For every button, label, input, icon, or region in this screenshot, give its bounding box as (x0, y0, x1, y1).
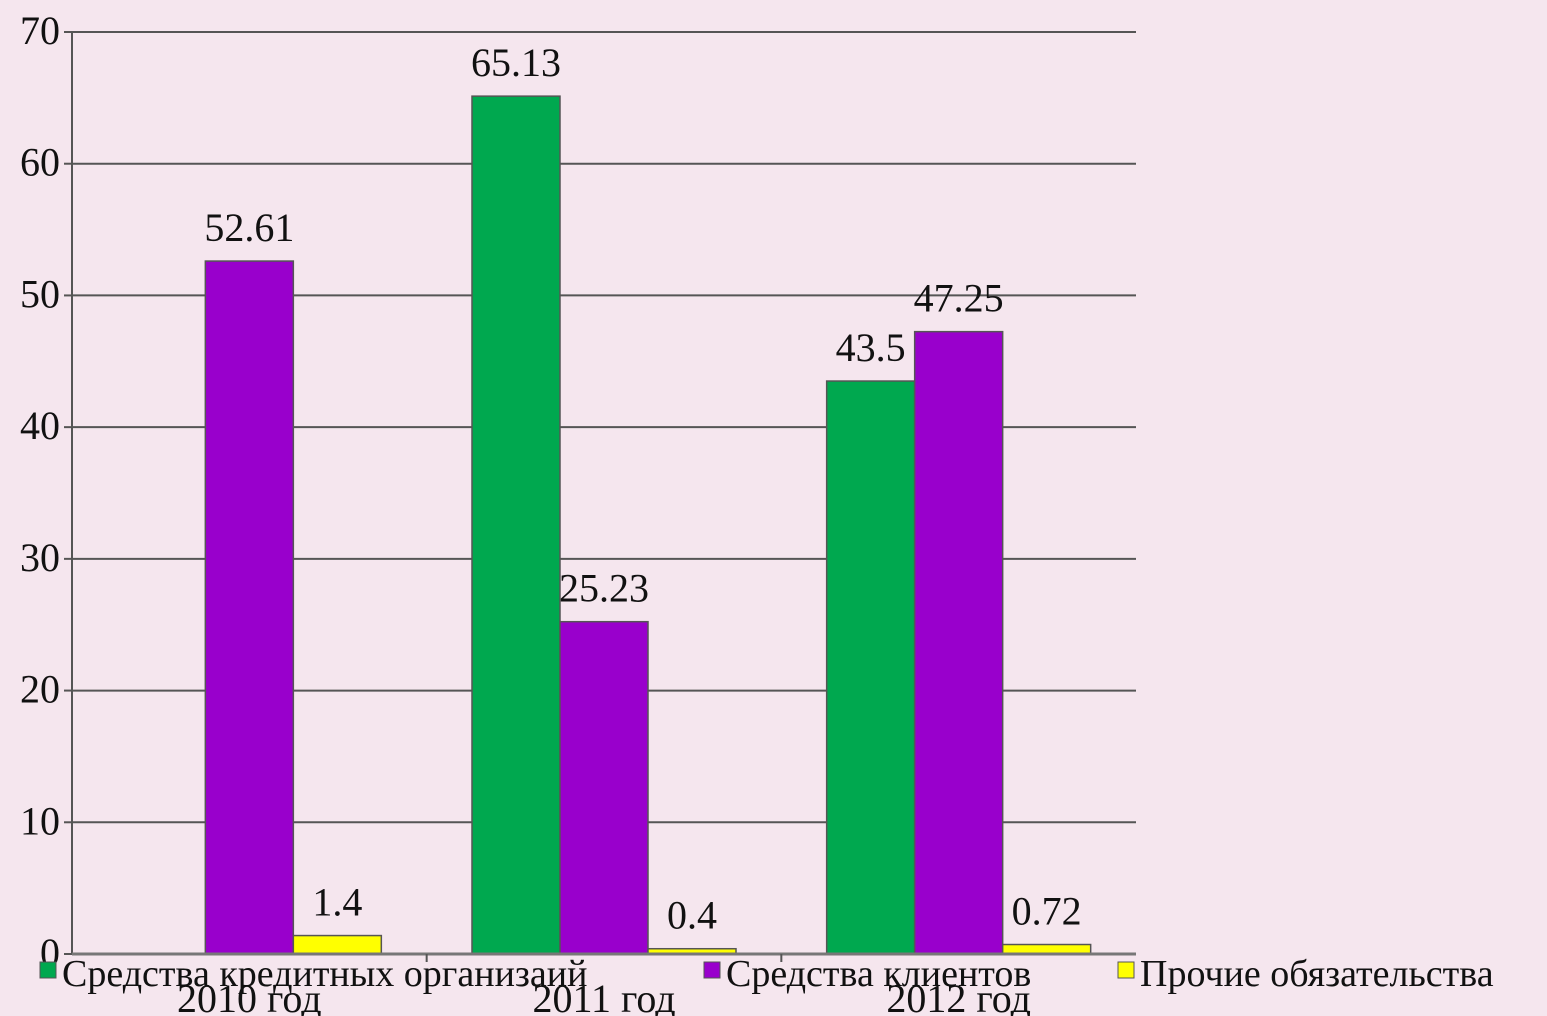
data-label: 1.4 (312, 880, 362, 925)
legend-label: Средства кредитных организаий (62, 953, 587, 995)
y-tick-label: 60 (20, 140, 60, 185)
category-label: 2011 год (532, 976, 675, 1016)
bar (471, 95, 561, 955)
y-tick-label: 50 (20, 271, 60, 316)
y-tick-label: 70 (20, 8, 60, 53)
bar (913, 330, 1004, 955)
data-label: 43.5 (836, 325, 906, 370)
category-label: 2010 год (177, 976, 322, 1016)
data-label: 0.72 (1012, 889, 1082, 934)
bar (825, 380, 916, 955)
bar (292, 934, 383, 955)
y-tick-label: 30 (20, 535, 60, 580)
axes (64, 31, 1136, 962)
y-tick-label: 40 (20, 403, 60, 448)
category-label: 2012 год (886, 976, 1031, 1016)
bar (559, 620, 649, 955)
bar (204, 260, 295, 955)
y-tick-label: 10 (20, 798, 60, 843)
category-labels: 2010 год 2011 год 2012 год (177, 976, 1031, 1016)
data-label: 0.4 (667, 893, 717, 938)
bars (204, 95, 1092, 955)
legend-swatch (39, 961, 57, 979)
legend-swatch (1117, 961, 1135, 979)
legend-swatch (703, 961, 721, 979)
legend: Средства кредитных организаий Средства кл… (39, 953, 1494, 995)
data-label: 65.13 (471, 40, 561, 85)
data-label: 25.23 (559, 566, 649, 611)
data-label: 47.25 (914, 276, 1004, 321)
legend-label: Средства клиентов (726, 953, 1031, 995)
data-label: 52.61 (204, 205, 294, 250)
y-tick-label: 20 (20, 667, 60, 712)
data-labels: 52.61 1.4 65.13 25.23 0.4 43.547.25 0.72 (204, 40, 1081, 938)
legend-label: Прочие обязательства (1140, 953, 1494, 995)
